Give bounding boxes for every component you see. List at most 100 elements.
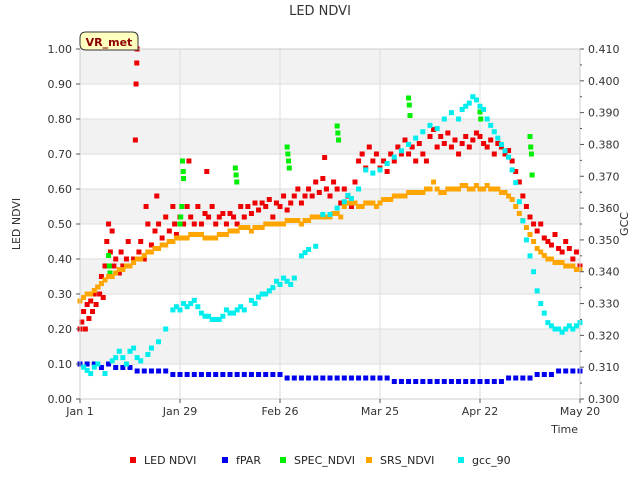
gcc-90-point bbox=[263, 291, 269, 297]
fpar-point bbox=[498, 379, 504, 384]
gcc-90-point bbox=[138, 358, 144, 364]
srs-ndvi-point bbox=[309, 214, 315, 220]
gcc-90-point bbox=[495, 135, 501, 141]
fpar-point bbox=[491, 379, 497, 384]
led-ndvi-point bbox=[506, 148, 512, 153]
gcc-90-point bbox=[370, 170, 376, 176]
srs-ndvi-point bbox=[470, 186, 476, 192]
led-ndvi-point bbox=[352, 179, 358, 185]
led-ndvi-point bbox=[534, 228, 540, 234]
led-ndvi-point bbox=[223, 221, 229, 227]
gcc-90-point bbox=[209, 316, 215, 322]
fpar-point bbox=[563, 368, 569, 374]
gcc-90-point bbox=[398, 148, 404, 154]
y-right-tick-label: 0.390 bbox=[588, 107, 620, 120]
led-ndvi-point bbox=[245, 204, 251, 209]
srs-ndvi-point bbox=[488, 186, 494, 192]
led-ndvi-point bbox=[209, 204, 215, 209]
fpar-point bbox=[91, 361, 97, 367]
led-ndvi-point bbox=[384, 169, 390, 174]
srs-ndvi-point bbox=[516, 211, 522, 216]
gcc-90-point bbox=[256, 294, 262, 300]
srs-ndvi-point bbox=[556, 260, 562, 265]
gcc-90-point bbox=[341, 199, 347, 205]
led-ndvi-point bbox=[145, 221, 151, 227]
gcc-90-point bbox=[156, 339, 162, 345]
fpar-point bbox=[456, 379, 462, 384]
fpar-point bbox=[227, 372, 233, 377]
led-ndvi-point bbox=[456, 151, 462, 157]
fpar-point bbox=[220, 372, 226, 377]
srs-ndvi-point bbox=[509, 197, 515, 202]
fpar-point bbox=[170, 372, 176, 377]
background-bands bbox=[80, 49, 580, 364]
srs-ndvi-point bbox=[288, 218, 294, 223]
chart-title: LED NDVI bbox=[289, 4, 351, 19]
srs-ndvi-point bbox=[473, 183, 479, 188]
y-left-tick-label: 1.00 bbox=[48, 43, 73, 56]
fpar-point bbox=[541, 372, 547, 377]
srs-ndvi-point bbox=[173, 235, 179, 241]
fpar-point bbox=[513, 375, 519, 381]
y-axis-left-title: LED NDVI bbox=[10, 198, 23, 250]
srs-ndvi-point bbox=[495, 186, 501, 192]
spec-ndvi-point bbox=[107, 270, 113, 276]
y-axis-right-title: GCC bbox=[618, 212, 631, 236]
srs-ndvi-point bbox=[116, 267, 122, 272]
gcc-90-point bbox=[91, 364, 97, 370]
fpar-point bbox=[448, 379, 454, 384]
srs-ndvi-point bbox=[323, 214, 329, 220]
gcc-90-point bbox=[545, 320, 551, 326]
led-ndvi-point bbox=[288, 200, 294, 206]
legend-label-srs-ndvi: SRS_NDVI bbox=[380, 454, 434, 467]
gcc-90-point bbox=[484, 116, 490, 122]
led-ndvi-point bbox=[331, 179, 337, 185]
gcc-90-point bbox=[291, 275, 297, 281]
y-right-tick-label: 0.300 bbox=[588, 393, 620, 406]
fpar-point bbox=[413, 379, 419, 384]
gcc-90-point bbox=[84, 367, 90, 373]
led-ndvi-point bbox=[316, 190, 322, 195]
gcc-90-point bbox=[327, 211, 333, 217]
gcc-90-point bbox=[538, 301, 544, 307]
led-ndvi-point bbox=[191, 221, 197, 227]
spec-ndvi-point bbox=[286, 158, 292, 164]
y-right-tick-label: 0.360 bbox=[588, 202, 620, 215]
gcc-90-point bbox=[95, 361, 101, 367]
gcc-90-point bbox=[213, 316, 219, 322]
gcc-90-point bbox=[163, 326, 169, 332]
fpar-point bbox=[334, 375, 340, 381]
srs-ndvi-point bbox=[427, 186, 433, 192]
gcc-90-point bbox=[223, 307, 229, 313]
led-ndvi-point bbox=[291, 193, 297, 199]
fpar-point bbox=[291, 375, 297, 381]
gcc-90-point bbox=[148, 345, 154, 351]
spec-ndvi-point bbox=[406, 102, 412, 108]
led-ndvi-point bbox=[238, 204, 244, 209]
led-ndvi-point bbox=[573, 249, 579, 255]
spec-ndvi-point bbox=[335, 130, 341, 136]
fpar-point bbox=[148, 368, 154, 374]
srs-ndvi-point bbox=[248, 228, 254, 234]
led-ndvi-point bbox=[538, 221, 544, 227]
srs-ndvi-point bbox=[91, 288, 97, 293]
srs-ndvi-point bbox=[541, 253, 547, 258]
led-ndvi-point bbox=[548, 242, 554, 248]
y-left-tick-label: 0.60 bbox=[48, 183, 73, 196]
srs-ndvi-point bbox=[181, 235, 187, 241]
gcc-90-point bbox=[498, 141, 504, 147]
gcc-90-point bbox=[273, 278, 279, 284]
srs-ndvi-point bbox=[331, 211, 337, 216]
fpar-point bbox=[177, 372, 183, 377]
led-ndvi-point bbox=[413, 158, 419, 164]
spec-ndvi-point bbox=[179, 204, 185, 209]
gcc-90-point bbox=[384, 161, 390, 167]
srs-ndvi-point bbox=[202, 235, 208, 241]
led-ndvi-point bbox=[82, 326, 88, 332]
srs-ndvi-point bbox=[370, 200, 376, 206]
legend-marker-gcc-90 bbox=[458, 457, 464, 463]
gcc-90-point bbox=[459, 106, 465, 112]
srs-ndvi-point bbox=[95, 284, 101, 290]
srs-ndvi-point bbox=[270, 221, 276, 227]
srs-ndvi-point bbox=[434, 186, 440, 192]
